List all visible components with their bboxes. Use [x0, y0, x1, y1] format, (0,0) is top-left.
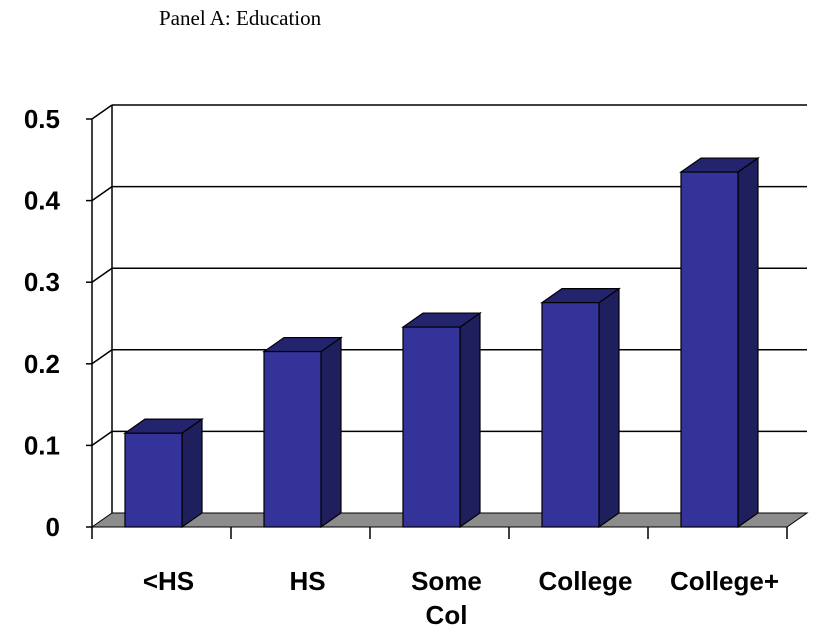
x-tick-label-line: <HS: [143, 566, 194, 596]
y-tick-label: 0.2: [24, 349, 60, 379]
bar-front: [680, 171, 739, 528]
x-tick-label: HS: [289, 566, 325, 596]
panel-title: Panel A: Education: [159, 6, 322, 30]
x-tick-label-line: Col: [426, 600, 468, 630]
x-tick-label: College+: [670, 566, 779, 596]
gridline-depth: [91, 104, 113, 120]
y-tick-label: 0.1: [24, 430, 60, 460]
y-tick-label: 0.4: [24, 186, 61, 216]
y-tick-label: 0.5: [24, 104, 60, 134]
bar-side: [737, 156, 759, 529]
bar-front: [124, 432, 183, 528]
gridline-depth: [91, 185, 113, 202]
x-tick-label-line: College+: [670, 566, 779, 596]
bar: [123, 418, 204, 529]
y-tick-label: 0.3: [24, 267, 60, 297]
bar: [262, 336, 343, 529]
bar-side: [181, 418, 203, 529]
y-tick-label: 0: [46, 512, 60, 542]
x-tick-label: Some Col: [411, 566, 482, 630]
gridline-depth: [91, 349, 113, 365]
x-tick-label-line: College: [539, 566, 633, 596]
x-tick-label-line: Some: [411, 566, 482, 596]
x-tick-label: College: [539, 566, 633, 596]
bar: [679, 156, 760, 529]
bar: [540, 287, 621, 529]
bar-side: [320, 336, 342, 529]
bar-front: [402, 326, 461, 528]
gridline-depth: [91, 267, 113, 283]
x-tick-label: <HS: [143, 566, 194, 596]
gridline-depth: [91, 430, 113, 447]
bar: [401, 311, 482, 529]
bar-front: [263, 350, 322, 528]
bar-side: [598, 287, 620, 529]
bar-front: [541, 302, 600, 528]
bar-side: [459, 311, 481, 529]
x-tick-label-line: HS: [289, 566, 325, 596]
